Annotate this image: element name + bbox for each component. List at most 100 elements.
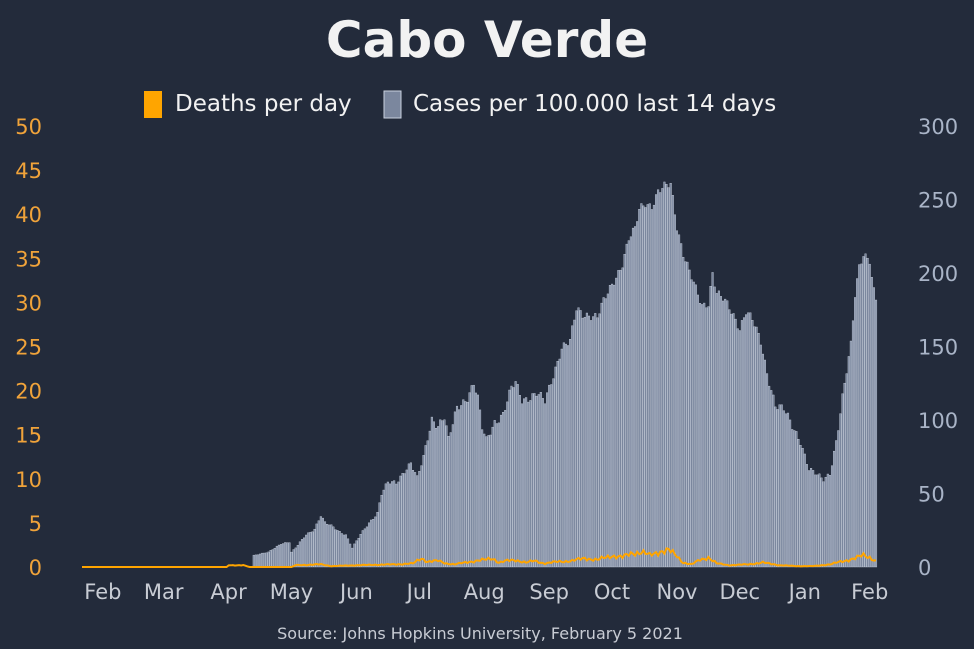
cases-bar [418, 471, 421, 568]
cases-bar [757, 333, 760, 568]
cases-bar [678, 234, 681, 568]
cases-bar [409, 462, 412, 568]
cases-bar [650, 209, 653, 568]
cases-bar [870, 277, 873, 568]
cases-bar [602, 297, 605, 568]
left-tick-label: 0 [29, 556, 42, 580]
cases-bar [696, 294, 699, 568]
cases-bar [694, 284, 697, 568]
cases-bar [742, 317, 746, 568]
cases-bar [279, 544, 283, 568]
cases-bar [483, 433, 486, 568]
cases-bar [384, 483, 387, 568]
cases-bar [707, 306, 710, 568]
left-tick-label: 40 [15, 203, 42, 227]
cases-bar [719, 296, 723, 568]
cases-bar [531, 393, 534, 568]
cases-bar [761, 353, 764, 568]
cases-bar [856, 278, 859, 568]
cases-bar [734, 318, 737, 568]
cases-bar [447, 436, 450, 568]
legend-label-cases: Cases per 100.000 last 14 days [413, 91, 776, 117]
cases-bar [841, 393, 844, 568]
cases-bar [784, 413, 787, 568]
cases-bar [619, 269, 622, 568]
cases-bar [479, 409, 482, 568]
x-tick-label: Feb [84, 580, 121, 604]
cases-bar [533, 393, 536, 568]
cases-bar [807, 470, 810, 568]
cases-bar [774, 406, 777, 568]
cases-bar [864, 253, 867, 568]
cases-bar [275, 545, 278, 568]
right-tick-label: 100 [918, 409, 958, 433]
cases-bar [432, 421, 435, 568]
cases-bar [814, 474, 817, 568]
cases-bar [661, 188, 664, 568]
cases-bar [317, 520, 320, 568]
cases-bar [583, 317, 586, 568]
cases-bar [711, 272, 714, 568]
cases-bar [569, 339, 572, 568]
cases-bar [344, 534, 348, 568]
cases-bar [336, 530, 339, 568]
cases-bar [874, 299, 878, 568]
cases-bar [604, 298, 607, 568]
cases-bar [284, 542, 287, 568]
cases-bar [420, 465, 423, 568]
cases-bar [510, 385, 513, 568]
cases-bar [277, 544, 280, 568]
left-tick-label: 35 [15, 247, 42, 271]
chart-title: Cabo Verde [326, 11, 648, 69]
cases-bar [698, 303, 702, 568]
cases-bar [843, 382, 846, 568]
cases-bar [338, 531, 341, 568]
cases-bar [422, 455, 425, 568]
cases-bar [514, 381, 517, 568]
cases-bar [713, 286, 716, 568]
cases-bar [282, 543, 285, 568]
cases-bar [323, 521, 327, 568]
cases-bar [839, 413, 842, 568]
left-tick-label: 20 [15, 380, 42, 404]
cases-bar [573, 319, 576, 568]
cases-bar [673, 214, 676, 568]
cases-bar [359, 534, 362, 568]
cases-bar [464, 401, 467, 568]
x-tick-label: Aug [464, 580, 505, 604]
cases-bar [527, 401, 530, 568]
cases-bar [508, 389, 511, 568]
cases-bar [686, 261, 689, 568]
cases-bar [644, 207, 647, 568]
x-tick-label: Feb [851, 580, 888, 604]
cases-bar [816, 474, 819, 568]
cases-bar [315, 523, 318, 568]
cases-bar [722, 300, 725, 568]
cases-bar [778, 404, 781, 568]
cases-bar [830, 465, 834, 568]
cases-bar [847, 356, 850, 568]
cases-bar [273, 547, 276, 568]
cases-bar [332, 526, 335, 568]
cases-bar [642, 205, 645, 568]
legend-swatch-deaths [144, 91, 162, 118]
cases-bar [485, 436, 488, 568]
cases-bar [738, 330, 741, 568]
cases-bar [638, 209, 641, 568]
cases-bar [581, 317, 584, 568]
cases-bar [443, 419, 446, 568]
cases-bar [791, 429, 794, 568]
cases-bar [745, 314, 748, 568]
cases-bar [550, 384, 553, 568]
cases-bar [682, 257, 685, 568]
cases-bar [365, 526, 368, 568]
cases-bar [613, 284, 616, 568]
cases-bar [755, 326, 758, 568]
cases-bar [636, 221, 639, 568]
cases-bar [491, 426, 494, 568]
cases-bar [470, 385, 473, 568]
cases-bar [596, 317, 599, 568]
cases-bar [399, 475, 402, 568]
x-tick-label: Sep [529, 580, 569, 604]
cases-bar [795, 431, 798, 568]
